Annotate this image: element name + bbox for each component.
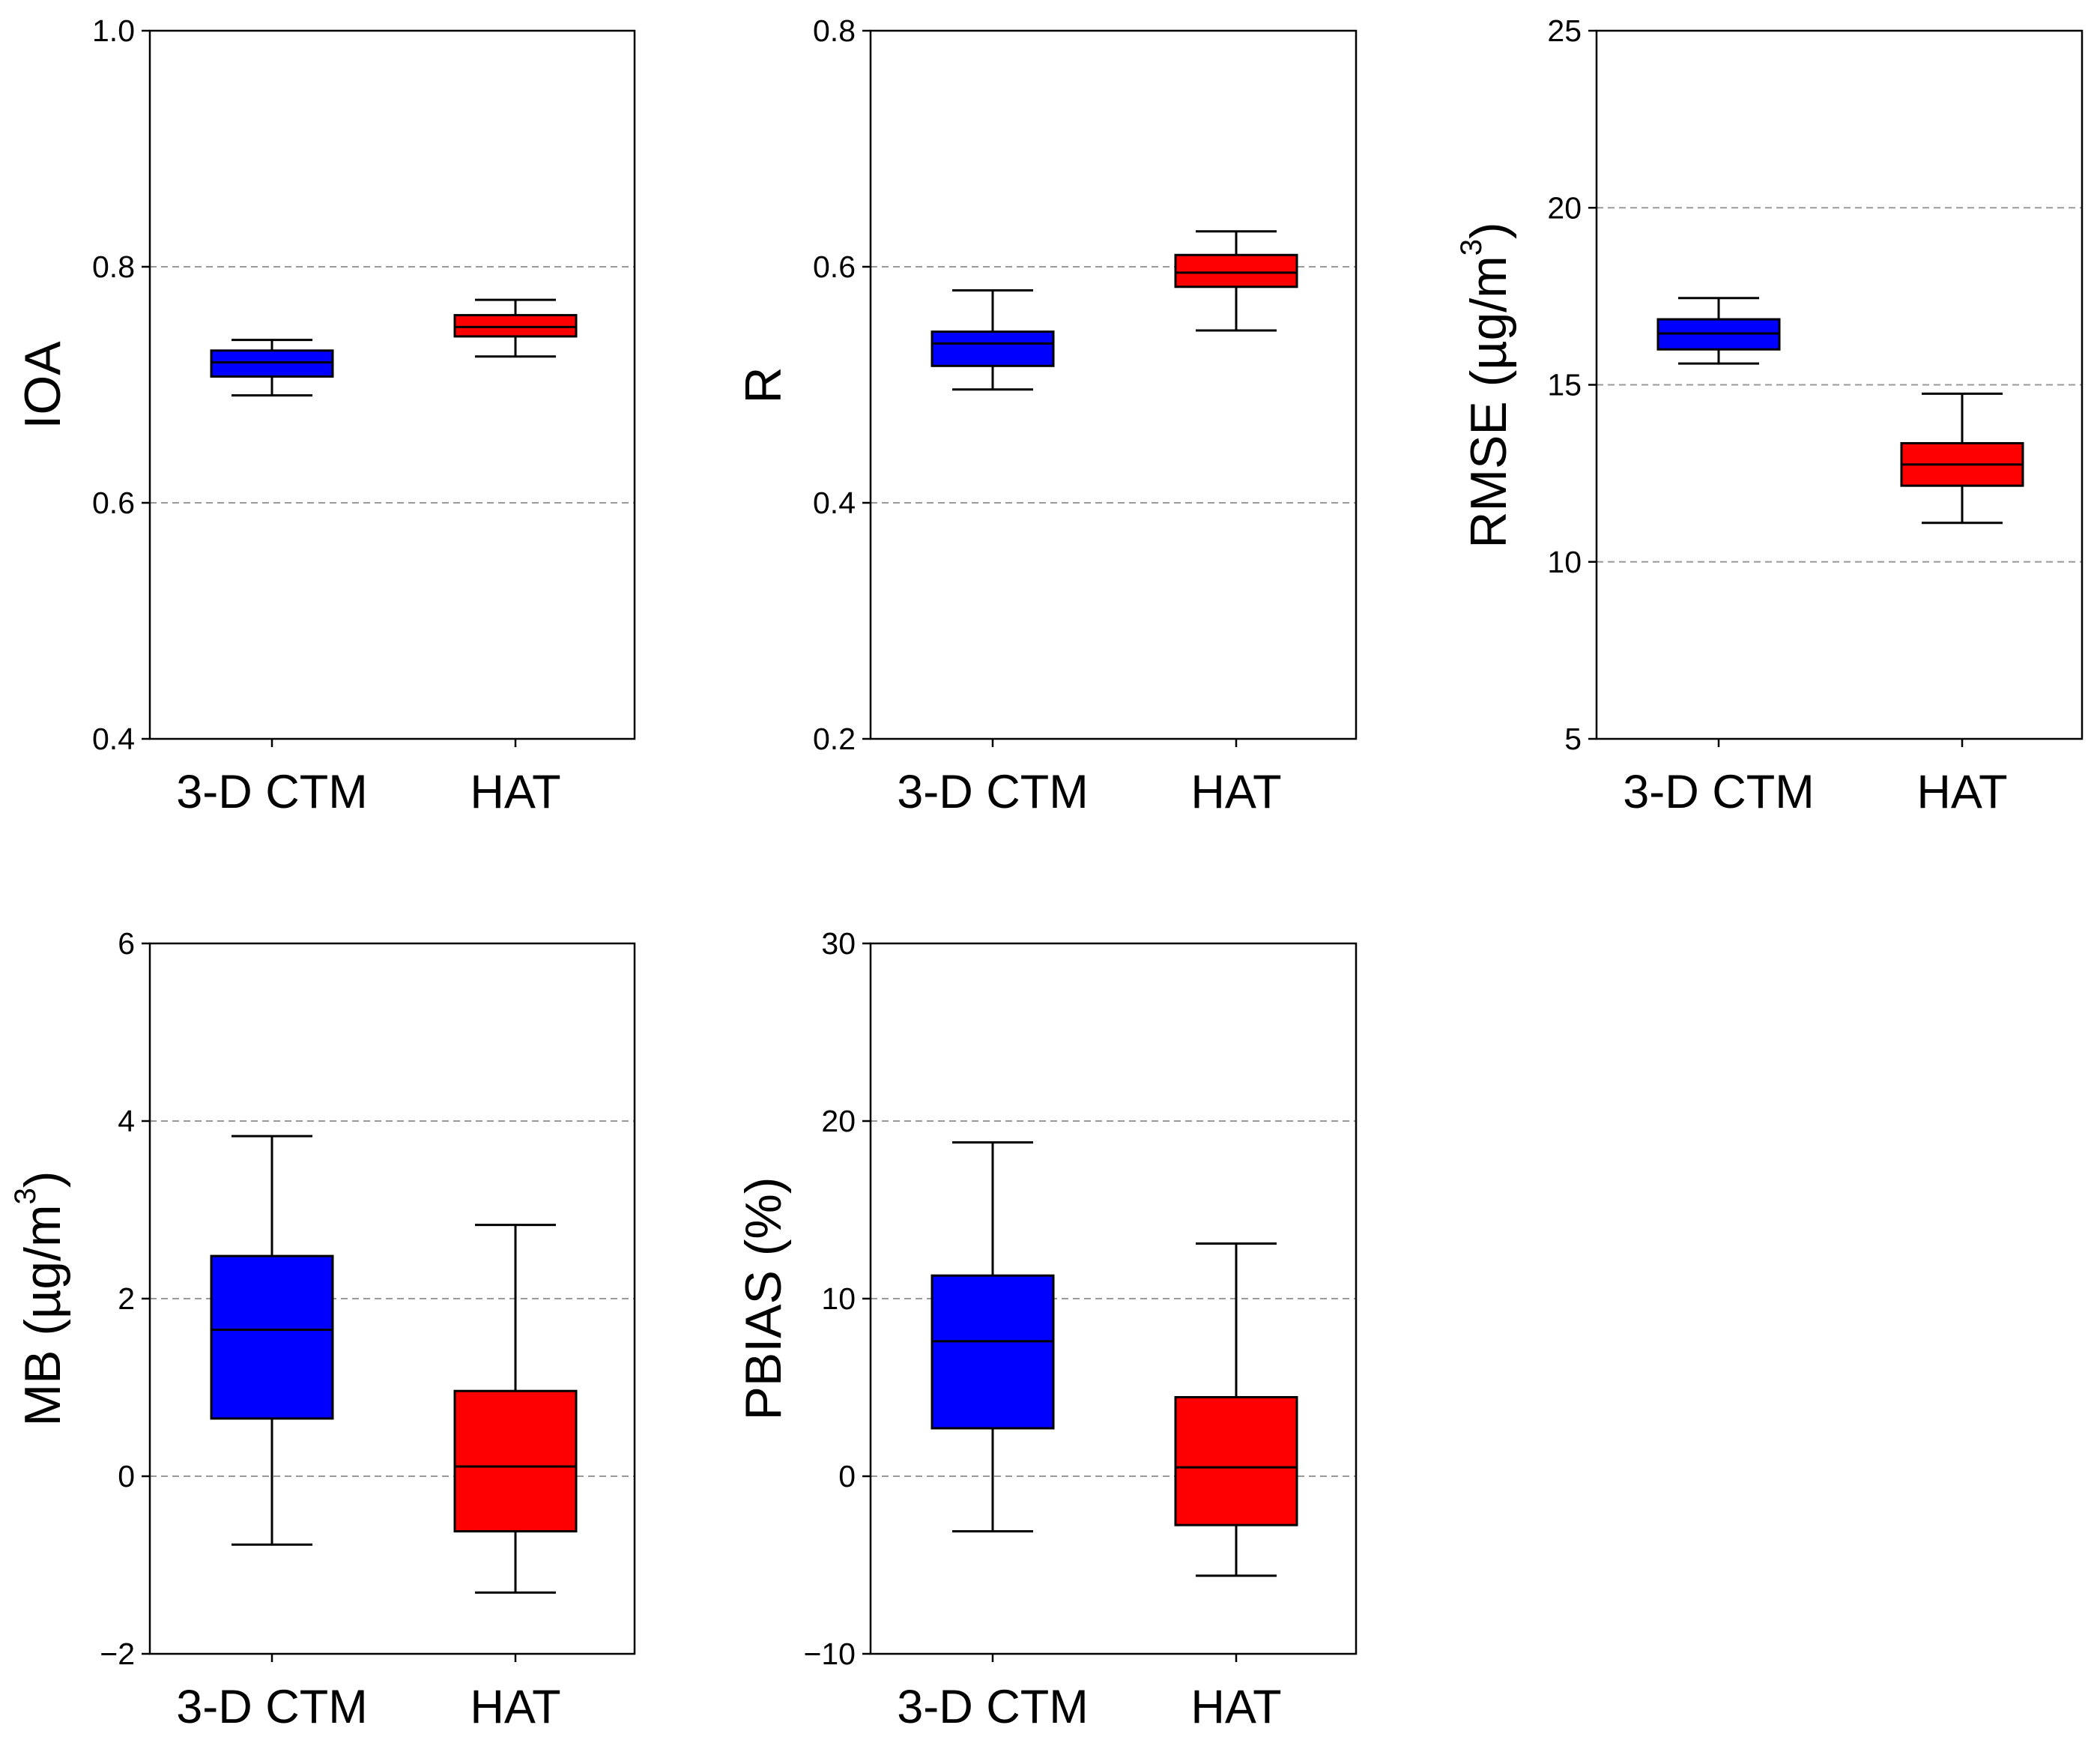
y-tick-label: −2: [100, 1637, 135, 1671]
y-tick-label: 30: [821, 926, 856, 961]
y-tick-label: 0.8: [813, 13, 856, 48]
chart-panel-mb: −2 0 2 4 6 3-D CTM HAT MB (µg/m3): [9, 926, 636, 1733]
box-rmse-hat: [1900, 392, 2024, 525]
y-tick-label: 15: [1547, 368, 1582, 402]
box-mb-hat: [453, 1224, 578, 1594]
y-tick-label: 2: [118, 1281, 135, 1316]
axes-frame: [148, 29, 636, 740]
box-mb-ctm: [210, 1135, 334, 1546]
y-tick-label: 0.4: [813, 486, 856, 520]
chart-panel-r: 0.2 0.4 0.6 0.8 3-D CTM HAT R: [735, 13, 1358, 818]
x-category-label: HAT: [470, 1681, 560, 1733]
box-ioa-ctm: [210, 339, 334, 397]
iqr-box: [453, 314, 578, 338]
iqr-box: [210, 349, 334, 378]
x-category-label: 3-D CTM: [176, 1681, 367, 1733]
y-tick-label: 5: [1564, 722, 1582, 756]
iqr-box: [931, 1274, 1055, 1430]
iqr-box: [453, 1389, 578, 1532]
iqr-box: [1174, 1396, 1298, 1526]
y-tick-label: 0: [118, 1459, 135, 1493]
y-tick-label: 4: [118, 1104, 135, 1138]
box-r-ctm: [931, 289, 1055, 391]
y-axis-label: RMSE (µg/m3): [1455, 222, 1517, 548]
x-category-label: HAT: [1916, 766, 2007, 818]
y-tick-label: 1.0: [92, 13, 135, 48]
y-tick-label: 0: [838, 1459, 856, 1493]
y-axis-label: PBIAS (%): [735, 1177, 792, 1421]
x-category-label: HAT: [1190, 766, 1281, 818]
y-axis-label: IOA: [14, 341, 71, 429]
box-ioa-hat: [453, 298, 578, 358]
chart-panel-pbias: −10 0 10 20 30 3-D CTM HAT PBIAS (%): [735, 926, 1358, 1733]
y-tick-label: 25: [1547, 13, 1582, 48]
y-tick-label: −10: [803, 1637, 856, 1671]
chart-panel-ioa: 0.4 0.6 0.8 1.0 3-D CTM HAT IOA: [14, 13, 636, 818]
y-tick-label: 0.2: [813, 722, 856, 756]
x-category-label: 3-D CTM: [176, 766, 367, 818]
iqr-box: [210, 1254, 334, 1420]
chart-panel-rmse: 5 10 15 20 25 3-D CTM HAT RMSE (µg/m3): [1455, 13, 2084, 818]
y-tick-label: 0.8: [92, 250, 135, 284]
x-category-label: HAT: [1190, 1681, 1281, 1733]
y-tick-label: 0.4: [92, 722, 135, 756]
x-category-label: 3-D CTM: [1623, 766, 1814, 818]
y-tick-label: 10: [821, 1281, 856, 1316]
y-tick-label: 6: [118, 926, 135, 961]
box-r-hat: [1174, 230, 1298, 332]
y-tick-label: 20: [821, 1104, 856, 1138]
box-rmse-ctm: [1656, 297, 1781, 365]
box-pbias-hat: [1174, 1242, 1298, 1577]
iqr-box: [931, 330, 1055, 367]
y-tick-label: 10: [1547, 545, 1582, 579]
box-pbias-ctm: [931, 1141, 1055, 1532]
y-axis-label: R: [735, 366, 792, 403]
iqr-box: [1174, 253, 1298, 289]
x-category-label: HAT: [470, 766, 560, 818]
axes-frame: [869, 29, 1358, 740]
y-tick-label: 20: [1547, 190, 1582, 225]
x-category-label: 3-D CTM: [897, 1681, 1088, 1733]
y-tick-label: 0.6: [92, 486, 135, 520]
y-axis-label: MB (µg/m3): [9, 1171, 71, 1427]
x-category-label: 3-D CTM: [897, 766, 1088, 818]
y-tick-label: 0.6: [813, 250, 856, 284]
